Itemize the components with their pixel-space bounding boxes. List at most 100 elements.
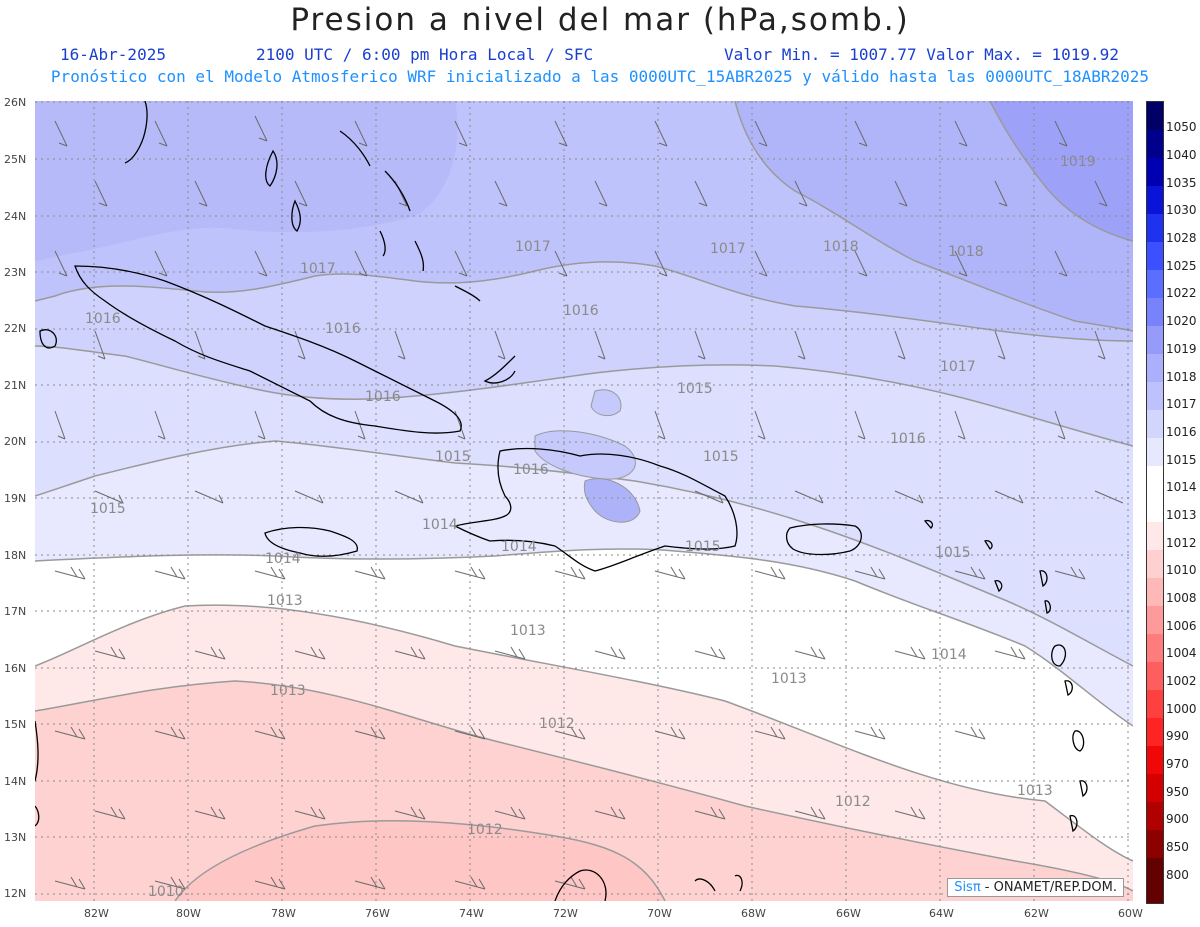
- lon-label: 74W: [459, 907, 484, 920]
- colorbar-swatch: [1147, 438, 1163, 466]
- contour-labels: 1019 1018 1018 1017 1017 1017 1017 1016 …: [85, 154, 1096, 900]
- lat-label: 22N: [4, 322, 27, 335]
- contour-label: 1013: [1017, 783, 1053, 799]
- contour-label: 1015: [677, 381, 713, 397]
- date-label: 16-Abr-2025: [60, 45, 166, 64]
- colorbar-swatch: [1147, 158, 1163, 186]
- colorbar-swatch: [1147, 718, 1163, 746]
- lon-label: 76W: [365, 907, 390, 920]
- contour-label: 1012: [835, 794, 871, 810]
- contour-label: 1013: [267, 593, 303, 609]
- contour-label: 1018: [948, 244, 984, 260]
- hispaniola-pressure-cells: [534, 389, 641, 523]
- colorbar-swatch: [1147, 354, 1163, 382]
- lat-label: 26N: [4, 96, 27, 109]
- colorbar-swatch: [1147, 214, 1163, 242]
- colorbar-swatch: [1147, 326, 1163, 354]
- colorbar-swatch: [1147, 298, 1163, 326]
- contour-label: 1013: [771, 671, 807, 687]
- contour-label: 1019: [1060, 154, 1096, 170]
- lat-label: 25N: [4, 153, 27, 166]
- colorbar-label: 850: [1166, 840, 1189, 854]
- colorbar-label: 1016: [1166, 425, 1197, 439]
- colorbar-label: 1006: [1166, 619, 1197, 633]
- lat-label: 20N: [4, 435, 27, 448]
- colorbar-label: 1015: [1166, 453, 1197, 467]
- colorbar-label: 1004: [1166, 646, 1197, 660]
- lat-label: 15N: [4, 718, 27, 731]
- lon-label: 60W: [1118, 907, 1143, 920]
- lon-label: 62W: [1024, 907, 1049, 920]
- colorbar-swatch: [1147, 830, 1163, 858]
- colorbar-label: 1040: [1166, 148, 1197, 162]
- colorbar-swatch: [1147, 858, 1163, 903]
- colorbar-label: 970: [1166, 757, 1189, 771]
- lat-label: 12N: [4, 887, 27, 900]
- lon-label: 64W: [929, 907, 954, 920]
- contour-label: 1012: [467, 822, 503, 838]
- colorbar-swatch: [1147, 522, 1163, 550]
- colorbar-label: 1030: [1166, 203, 1197, 217]
- contour-label: 1017: [940, 359, 976, 375]
- contour-label: 1015: [703, 449, 739, 465]
- contour-label: 1015: [90, 501, 126, 517]
- colorbar-swatch: [1147, 494, 1163, 522]
- lon-label: 82W: [84, 907, 109, 920]
- lat-label: 18N: [4, 549, 27, 562]
- central-america-coast: [35, 720, 40, 827]
- sis-logo: Sisπ: [954, 880, 981, 895]
- colorbar-swatch: [1147, 382, 1163, 410]
- contour-label: 1016: [365, 389, 401, 405]
- colorbar-swatch: [1147, 746, 1163, 774]
- colorbar-swatch: [1147, 186, 1163, 214]
- contour-label: 1017: [300, 261, 336, 277]
- colorbar-swatch: [1147, 130, 1163, 158]
- colorbar-swatch: [1147, 606, 1163, 634]
- colorbar-swatch: [1147, 578, 1163, 606]
- colorbar-swatch: [1147, 102, 1163, 130]
- lat-label: 21N: [4, 379, 27, 392]
- contour-label: 1014: [265, 551, 301, 567]
- lon-label: 78W: [271, 907, 296, 920]
- range-label: Valor Min. = 1007.77 Valor Max. = 1019.9…: [724, 45, 1119, 64]
- colorbar-label: 1018: [1166, 370, 1197, 384]
- lat-label: 16N: [4, 662, 27, 675]
- lat-label: 13N: [4, 831, 27, 844]
- colorbar-label: 1014: [1166, 480, 1197, 494]
- contour-label: 1014: [422, 517, 458, 533]
- contour-label: 1016: [890, 431, 926, 447]
- colorbar-label: 950: [1166, 785, 1189, 799]
- contour-label: 1017: [515, 239, 551, 255]
- pressure-map[interactable]: 1019 1018 1018 1017 1017 1017 1017 1016 …: [35, 101, 1133, 901]
- colorbar-swatch: [1147, 410, 1163, 438]
- colorbar-label: 1000: [1166, 702, 1197, 716]
- florida-coast: [124, 101, 148, 164]
- contour-label: 1015: [935, 545, 971, 561]
- forecast-info-label: Pronóstico con el Modelo Atmosferico WRF…: [50, 67, 1150, 86]
- colorbar-label: 1002: [1166, 674, 1197, 688]
- lat-label: 24N: [4, 210, 27, 223]
- credit-box: Sisπ - ONAMET/REP.DOM.: [947, 878, 1124, 897]
- coastlines: [35, 101, 1088, 901]
- bahamas-islands: [265, 130, 516, 384]
- contour-label: 1015: [685, 539, 721, 555]
- colorbar-label: 1035: [1166, 176, 1197, 190]
- lon-label: 68W: [741, 907, 766, 920]
- colorbar-label: 1008: [1166, 591, 1197, 605]
- colorbar-label: 1025: [1166, 259, 1197, 273]
- contour-label: 1013: [270, 683, 306, 699]
- colorbar-label: 1010: [1166, 563, 1197, 577]
- contour-label: 1015: [435, 449, 471, 465]
- band-1010-deep: [175, 820, 665, 901]
- colorbar-swatch: [1147, 242, 1163, 270]
- colorbar-label: 900: [1166, 812, 1189, 826]
- hispaniola-coast: [453, 447, 738, 572]
- jamaica-coast: [264, 526, 358, 557]
- contour-label: 1016: [325, 321, 361, 337]
- colorbar-label: 1019: [1166, 342, 1197, 356]
- colorbar-swatch: [1147, 774, 1163, 802]
- contour-label: 1016: [513, 462, 549, 478]
- contour-label: 1012: [539, 716, 575, 732]
- colorbar-label: 1050: [1166, 120, 1197, 134]
- credit-text: - ONAMET/REP.DOM.: [980, 880, 1117, 895]
